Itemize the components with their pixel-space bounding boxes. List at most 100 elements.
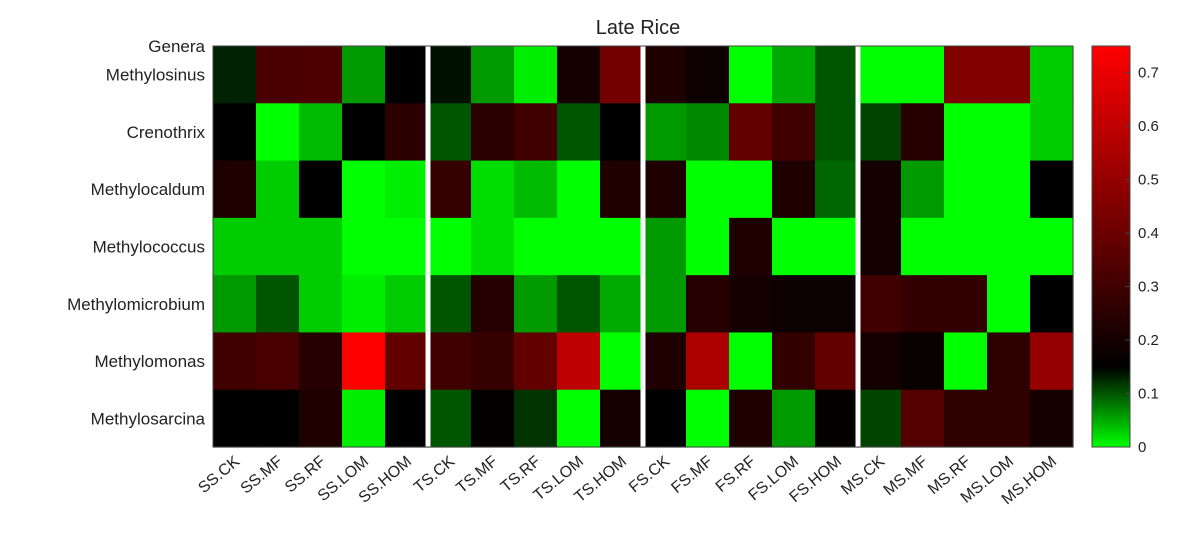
heatmap-cell: [643, 389, 687, 448]
colorbar-ticks: 0 0.1 0.2 0.3 0.4 0.5 0.6 0.7: [1125, 65, 1159, 456]
heatmap-cell: [514, 275, 558, 334]
heatmap-cell: [428, 217, 472, 276]
heatmap-cell: [772, 160, 816, 219]
heatmap-cell: [471, 389, 515, 448]
heatmap-cell: [428, 160, 472, 219]
heatmap-cell: [428, 389, 472, 448]
heatmap-cell: [213, 389, 257, 448]
heatmap-cell: [729, 389, 773, 448]
heatmap-cells: [213, 46, 1074, 448]
heatmap-cell: [557, 160, 601, 219]
colorbar-tick-label: 0.1: [1138, 386, 1159, 403]
heatmap-cell: [342, 332, 386, 391]
heatmap-cell: [428, 103, 472, 162]
heatmap-cell: [256, 275, 300, 334]
heatmap-cell: [901, 217, 945, 276]
heatmap-cell: [213, 332, 257, 391]
row-header-label: Genera: [148, 37, 205, 56]
heatmap-cell: [557, 275, 601, 334]
heatmap-cell: [514, 46, 558, 104]
heatmap-cell: [557, 332, 601, 391]
heatmap-cell: [385, 160, 429, 219]
row-label: Methylosinus: [106, 66, 205, 85]
heatmap-cell: [213, 217, 257, 276]
heatmap-cell: [643, 160, 687, 219]
plot-frame: [212, 45, 1074, 448]
heatmap-cell: [643, 103, 687, 162]
row-labels: Methylosinus Crenothrix Methylocaldum Methy…: [67, 66, 205, 429]
heatmap-cell: [256, 332, 300, 391]
heatmap-cell: [1030, 103, 1074, 162]
heatmap-cell: [772, 103, 816, 162]
colorbar-tick-label: 0.4: [1138, 225, 1159, 242]
heatmap-cell: [256, 160, 300, 219]
heatmap-cell: [471, 160, 515, 219]
heatmap-cell: [256, 103, 300, 162]
heatmap-cell: [600, 332, 644, 391]
heatmap-cell: [944, 160, 988, 219]
heatmap-cell: [987, 160, 1031, 219]
heatmap-cell: [686, 46, 730, 104]
column-label: SS.MF: [238, 453, 287, 498]
heatmap-cell: [256, 217, 300, 276]
heatmap-cell: [901, 46, 945, 104]
heatmap-cell: [987, 275, 1031, 334]
heatmap-cell: [643, 46, 687, 104]
heatmap-cell: [772, 389, 816, 448]
heatmap-cell: [557, 389, 601, 448]
heatmap-cell: [600, 103, 644, 162]
heatmap-cell: [514, 332, 558, 391]
heatmap-cell: [600, 46, 644, 104]
column-label: TS.MF: [453, 453, 501, 497]
heatmap-cell: [815, 103, 859, 162]
heatmap-cell: [514, 217, 558, 276]
heatmap-cell: [987, 332, 1031, 391]
heatmap-cell: [858, 160, 902, 219]
heatmap-cell: [471, 332, 515, 391]
heatmap-cell: [600, 160, 644, 219]
heatmap-cell: [213, 103, 257, 162]
heatmap-cell: [987, 46, 1031, 104]
heatmap-cell: [471, 275, 515, 334]
heatmap-cell: [643, 217, 687, 276]
heatmap-cell: [299, 275, 343, 334]
colorbar-tick-label: 0.7: [1138, 65, 1159, 82]
heatmap-cell: [299, 332, 343, 391]
group-separators: [425, 46, 861, 447]
heatmap-cell: [385, 332, 429, 391]
heatmap-cell: [342, 389, 386, 448]
heatmap-cell: [514, 103, 558, 162]
heatmap-cell: [729, 103, 773, 162]
heatmap-cell: [686, 217, 730, 276]
heatmap-cell: [1030, 389, 1074, 448]
heatmap-cell: [256, 389, 300, 448]
heatmap-cell: [815, 46, 859, 104]
heatmap-cell: [428, 332, 472, 391]
heatmap-cell: [815, 160, 859, 219]
heatmap-cell: [471, 103, 515, 162]
heatmap-cell: [428, 275, 472, 334]
heatmap-cell: [299, 46, 343, 104]
heatmap-cell: [987, 389, 1031, 448]
heatmap-cell: [729, 275, 773, 334]
heatmap-cell: [385, 103, 429, 162]
heatmap-cell: [256, 46, 300, 104]
column-labels: SS.CKSS.MFSS.RFSS.LOMSS.HOMTS.CKTS.MFTS.…: [195, 453, 1060, 509]
heatmap-cell: [858, 332, 902, 391]
heatmap-cell: [815, 332, 859, 391]
heatmap-cell: [1030, 332, 1074, 391]
heatmap-cell: [385, 389, 429, 448]
heatmap-cell: [342, 46, 386, 104]
heatmap-cell: [729, 217, 773, 276]
colorbar-tick-label: 0.2: [1138, 332, 1159, 349]
heatmap-cell: [858, 46, 902, 104]
heatmap-cell: [213, 46, 257, 104]
heatmap-cell: [600, 217, 644, 276]
column-label: MS.CK: [838, 453, 888, 499]
heatmap-cell: [428, 46, 472, 104]
row-label: Methylococcus: [93, 238, 205, 257]
heatmap-cell: [299, 160, 343, 219]
heatmap-cell: [1030, 217, 1074, 276]
heatmap-cell: [557, 103, 601, 162]
